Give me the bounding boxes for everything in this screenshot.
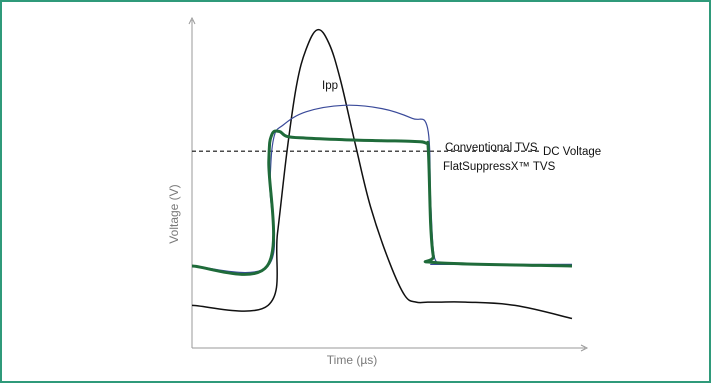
series-label-ipp: Ipp [322,80,338,92]
dc-voltage-label: DC Voltage [543,146,601,158]
series-label-flatsuppressx-tvs: FlatSuppressX™ TVS [443,161,556,173]
series-ipp-line [191,28,573,320]
series-label-conventional-tvs: Conventional TVS [445,142,538,154]
series-flatsuppressx-tvs-line [191,129,573,276]
x-axis-title: Time (µs) [327,353,377,367]
x-axis-arrow [580,344,589,352]
y-axis-title: Voltage (V) [167,184,181,243]
series-conventional-tvs-line [191,104,573,274]
y-axis-arrow [188,16,196,25]
